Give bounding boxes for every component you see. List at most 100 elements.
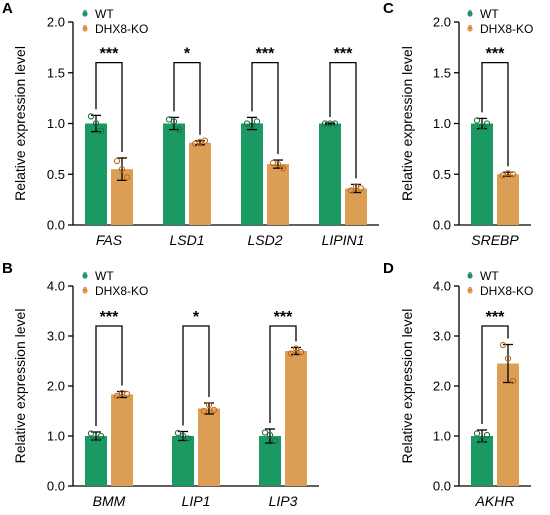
bar [111, 169, 133, 225]
y-tick-label: 1.5 [433, 65, 451, 80]
y-tick-label: 0.5 [433, 167, 451, 182]
significance-label: *** [100, 309, 119, 326]
x-tick-label: SREBP [471, 232, 519, 248]
significance-bracket [481, 325, 509, 424]
panel-b: B 0.0 1.0 2.0 3.0 4.0 Relative expression leve… [2, 260, 319, 509]
x-tick-label: AKHR [475, 493, 515, 509]
data-point [509, 171, 517, 178]
bar [471, 436, 493, 486]
legend-label: WT [480, 7, 499, 21]
data-point [179, 432, 187, 440]
legend-label: WT [95, 269, 114, 283]
legend-label: DHX8-KO [95, 22, 148, 36]
y-tick-label: 2.0 [47, 379, 65, 394]
bar [198, 408, 220, 486]
data-point [174, 429, 182, 437]
data-point [478, 436, 486, 444]
bar [85, 436, 107, 486]
data-point [113, 392, 121, 400]
significance-label: *** [256, 46, 275, 63]
data-point [473, 117, 481, 124]
data-point [97, 432, 105, 440]
panel-letter: A [2, 0, 13, 17]
significance-bracket [95, 325, 123, 426]
legend-swatch [467, 288, 473, 294]
y-tick-label: 1.0 [433, 116, 451, 131]
y-tick-label: 0.5 [47, 167, 65, 182]
bar [189, 142, 211, 225]
legend-swatch [467, 273, 473, 279]
data-point [357, 185, 365, 192]
data-point [279, 165, 287, 172]
data-point [87, 113, 95, 120]
legend-swatch [82, 26, 88, 32]
y-tick-label: 4.0 [47, 279, 65, 294]
bar [319, 123, 341, 225]
data-point [261, 429, 269, 436]
bar [85, 123, 107, 225]
data-point [292, 345, 300, 352]
x-tick-label: LSD1 [169, 232, 204, 248]
significance-label: * [193, 309, 200, 326]
significance-label: *** [486, 46, 505, 63]
data-point [92, 435, 100, 442]
y-tick-label: 4.0 [433, 279, 451, 294]
bar [111, 394, 133, 486]
bar [259, 436, 281, 486]
y-tick-label: 1.0 [47, 116, 65, 131]
x-tick-label: LIP1 [182, 493, 211, 509]
legend-label: WT [480, 269, 499, 283]
panel-d: D 0.0 1.0 2.0 3.0 4.0 Relative expression leve… [383, 260, 533, 509]
x-tick-label: LSD2 [247, 232, 282, 248]
legend-marker [468, 10, 472, 14]
y-axis-label: Relative expression level [12, 309, 28, 464]
bar [172, 436, 194, 486]
data-point [175, 126, 183, 133]
y-tick-label: 2.0 [433, 15, 451, 30]
x-tick-label: LIPIN1 [322, 232, 365, 248]
y-axis-label: Relative expression level [399, 46, 415, 201]
bar [471, 123, 493, 225]
legend-swatch [82, 288, 88, 294]
significance-bracket [481, 61, 509, 167]
significance-bracket [269, 325, 297, 423]
significance-bracket [329, 61, 357, 179]
panel-letter: D [383, 260, 394, 277]
y-tick-label: 1.0 [47, 429, 65, 444]
data-point [201, 137, 209, 144]
significance-label: *** [100, 46, 119, 63]
y-tick-label: 1.5 [47, 65, 65, 80]
significance-bracket [182, 325, 210, 426]
data-point [113, 157, 121, 165]
data-point [87, 430, 95, 437]
data-point [210, 406, 218, 414]
legend-swatch [82, 11, 88, 17]
legend-marker [83, 25, 87, 29]
y-tick-label: 0.0 [433, 218, 451, 233]
x-tick-label: FAS [96, 232, 123, 248]
significance-bracket [95, 61, 123, 153]
y-tick-label: 2.0 [433, 379, 451, 394]
data-point [478, 123, 486, 130]
bar [163, 123, 185, 225]
panel-letter: B [2, 260, 13, 277]
data-point [274, 160, 282, 168]
y-tick-label: 0.0 [433, 479, 451, 494]
data-point [248, 122, 256, 129]
data-point [266, 431, 274, 439]
data-point [473, 430, 481, 437]
legend-marker [468, 272, 472, 276]
legend-swatch [82, 273, 88, 279]
legend-marker [83, 287, 87, 291]
data-point [92, 120, 100, 127]
legend-swatch [467, 11, 473, 17]
data-point [509, 377, 517, 385]
legend-label: DHX8-KO [480, 284, 533, 298]
legend-marker [468, 287, 472, 291]
legend-marker [468, 25, 472, 29]
bar [497, 174, 519, 225]
bar [267, 164, 289, 225]
panel-c: C 0.0 0.5 1.0 1.5 2.0 Relative expression leve… [383, 0, 533, 248]
x-tick-label: BMM [93, 493, 126, 509]
